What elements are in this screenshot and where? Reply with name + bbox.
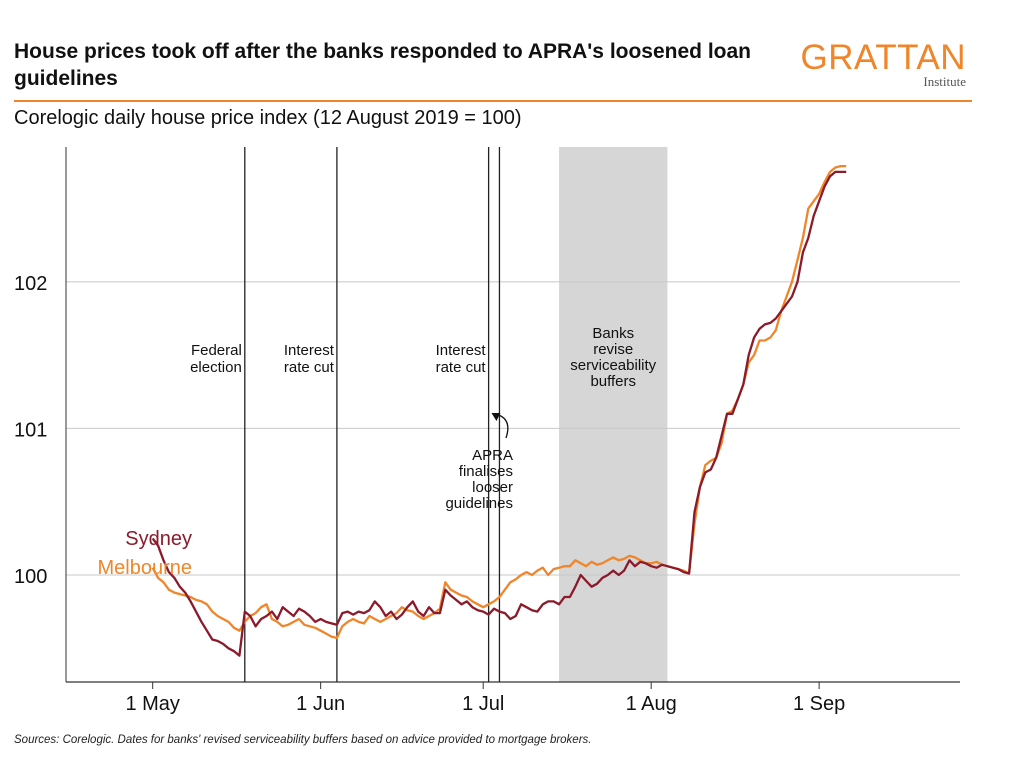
chart-subtitle: Corelogic daily house price index (12 Au… <box>14 107 522 129</box>
series-label-melbourne: Melbourne <box>97 557 192 579</box>
event-label: Federal <box>191 342 242 359</box>
x-tick-label: 1 Jul <box>462 693 504 715</box>
y-tick-label: 102 <box>14 273 47 295</box>
y-tick-label: 100 <box>14 566 47 588</box>
annotation-label: guidelines <box>445 495 513 512</box>
x-tick-label: 1 May <box>125 693 179 715</box>
event-label: election <box>190 359 242 376</box>
x-tick-label: 1 Aug <box>626 693 677 715</box>
annotation-label: looser <box>472 479 513 496</box>
x-tick-label: 1 Jun <box>296 693 345 715</box>
x-tick-label: 1 Sep <box>793 693 845 715</box>
chart-title: House prices took off after the banks re… <box>14 40 751 90</box>
y-tick-label: 101 <box>14 419 47 441</box>
source-note: Sources: Corelogic. Dates for banks' rev… <box>14 734 592 746</box>
event-label: rate cut <box>284 359 335 376</box>
shaded-period-label: revise <box>593 341 633 358</box>
logo-wordmark: GRATTAN <box>800 38 966 77</box>
annotation-arrowhead <box>491 413 501 421</box>
shaded-period-label: buffers <box>590 373 636 390</box>
event-label: Interest <box>284 342 335 359</box>
series-line-sydney <box>151 170 847 657</box>
annotation-arrow <box>498 414 509 439</box>
grattan-logo: GRATTAN Institute <box>800 40 966 90</box>
shaded-period <box>559 147 668 682</box>
event-label: Interest <box>436 342 487 359</box>
shaded-period-label: Banks <box>592 325 634 342</box>
header-rule <box>14 100 972 102</box>
annotation-label: APRA <box>472 447 513 464</box>
annotation-label: finalises <box>459 463 513 480</box>
series-label-sydney: Sydney <box>125 528 192 550</box>
logo-subtext: Institute <box>923 74 966 89</box>
series-line-melbourne <box>151 164 847 640</box>
event-label: rate cut <box>436 359 487 376</box>
shaded-period-label: serviceability <box>570 357 656 374</box>
